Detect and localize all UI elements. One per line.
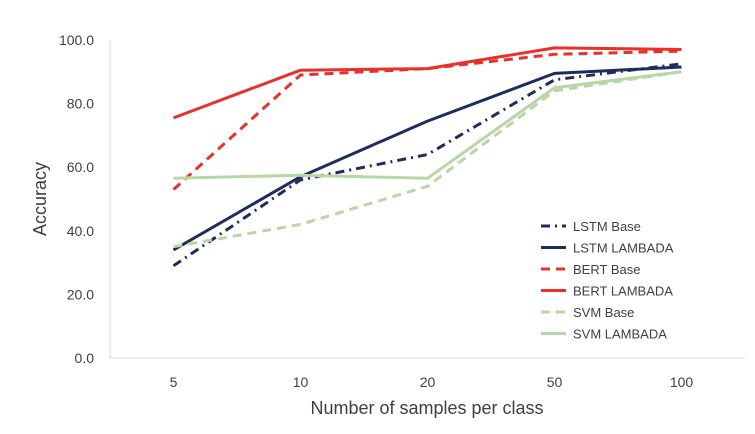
x-tick-labels: 5 10 20 50 100 [170,374,694,390]
x-tick-label: 20 [420,374,436,390]
series-line-bert-base [172,49,682,191]
y-tick-label: 80.0 [67,96,94,112]
legend-label: LSTM Base [573,219,641,234]
legend-label: LSTM LAMBADA [573,241,674,256]
y-tick-labels: 0.0 20.0 40.0 60.0 80.0 100.0 [59,32,94,366]
legend-label: SVM LAMBADA [573,327,667,342]
x-axis-title: Number of samples per class [310,398,543,418]
x-tick-label: 5 [170,374,178,390]
legend-label: SVM Base [573,305,634,320]
series-line-lstm-base [172,62,682,268]
legend-label: BERT LAMBADA [573,284,673,299]
series-line-lstm-lambada [172,65,682,252]
y-tick-label: 20.0 [67,286,94,302]
y-tick-label: 0.0 [75,350,95,366]
x-tick-label: 50 [547,374,563,390]
series-line-svm-lambada [173,70,682,180]
series-line-bert-lambada [172,46,682,120]
y-tick-label: 100.0 [59,32,94,48]
legend: LSTM Base LSTM LAMBADA BERT Base BERT LAMBA… [541,219,674,342]
y-tick-label: 40.0 [67,223,94,239]
x-tick-label: 10 [293,374,309,390]
y-axis-title: Accuracy [30,162,50,236]
x-tick-label: 100 [670,374,694,390]
series-lines [172,46,682,268]
y-tick-label: 60.0 [67,159,94,175]
series-line-svm-base [173,70,682,249]
legend-label: BERT Base [573,262,640,277]
